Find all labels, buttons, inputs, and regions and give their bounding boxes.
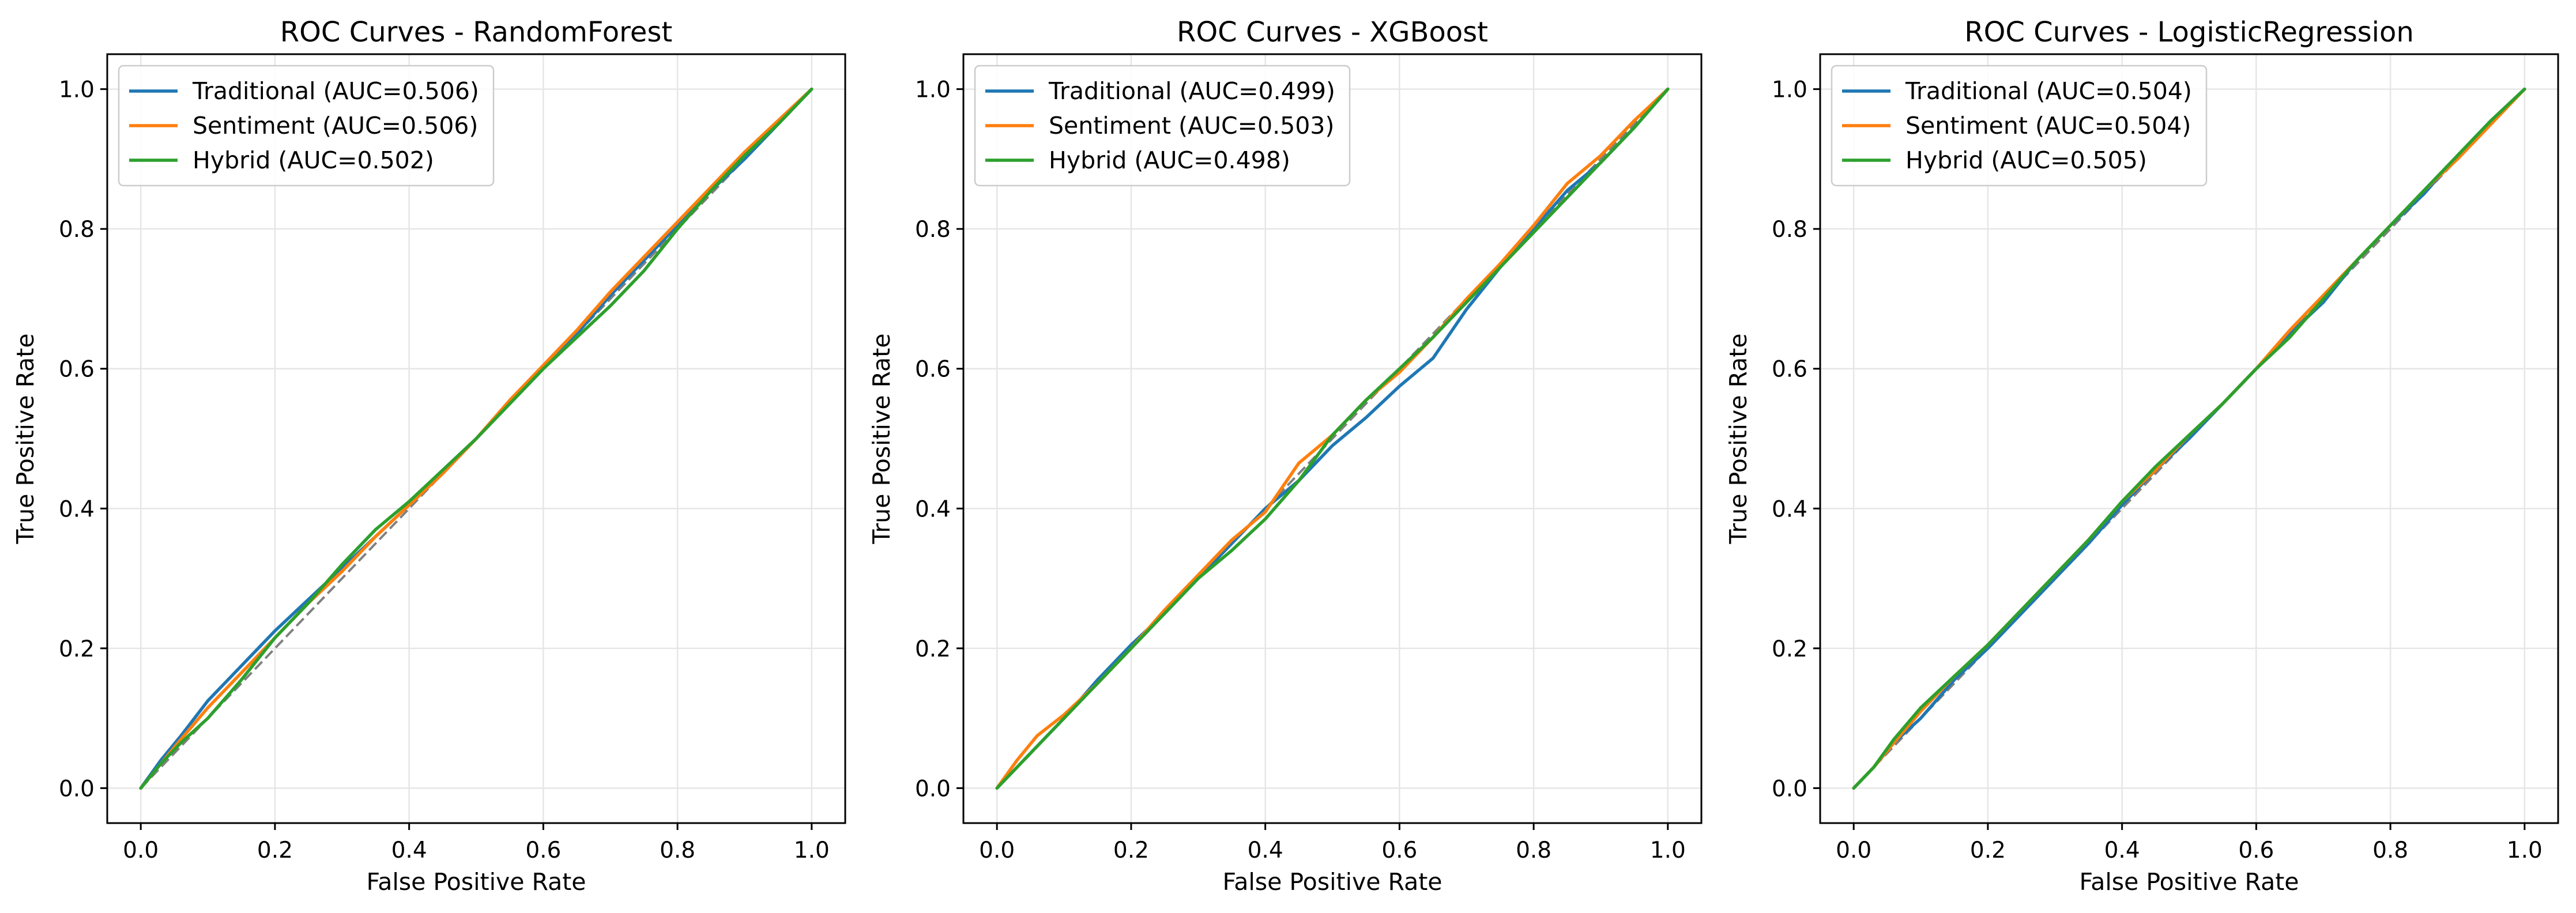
x-tick-label: 0.0 [1836,837,1871,863]
y-tick-label: 1.0 [915,77,951,103]
y-tick-label: 0.0 [915,776,951,802]
x-tick-label: 0.8 [2372,837,2408,863]
y-tick-label: 0.2 [1772,636,1807,662]
axes-frame [1819,53,2559,824]
x-tick-label: 0.2 [1970,837,2006,863]
x-tick-label: 0.2 [257,837,293,863]
legend-entry: Traditional (AUC=0.499) [1048,77,1335,105]
x-tick-label: 0.0 [979,837,1015,863]
x-tick-label: 0.4 [1248,837,1283,863]
series-line-hybrid [1852,87,2526,790]
legend-entry: Traditional (AUC=0.504) [1905,77,2192,105]
chart-title: ROC Curves - RandomForest [280,16,672,48]
y-tick-label: 0.0 [59,776,95,802]
x-axis-label: False Positive Rate [366,868,586,896]
legend: Traditional (AUC=0.499) Sentiment (AUC=0.… [974,65,1351,187]
roc-panel-2: 0.0 0.2 0.4 0.6 0.8 1.0 0.0 0.2 0.4 0.6 0.8 1.0 ROC … [868,16,1703,896]
series-line-hybrid [995,87,1670,790]
y-tick-label: 0.8 [59,217,95,243]
x-axis-label: False Positive Rate [2079,868,2299,896]
y-tick-label: 0.6 [59,357,95,383]
diagonal-reference-line [996,88,1669,789]
series-line-hybrid [139,87,814,790]
legend-entry: Sentiment (AUC=0.504) [1905,112,2191,139]
chart-title: ROC Curves - XGBoost [1177,16,1488,48]
legend-entry: Traditional (AUC=0.506) [192,77,479,105]
legend-box [974,65,1351,187]
roc-panel-1: 0.0 0.2 0.4 0.6 0.8 1.0 0.0 0.2 0.4 0.6 0.8 1.0 ROC … [12,16,846,896]
y-axis-label: True Positive Rate [1724,333,1752,544]
legend: Traditional (AUC=0.504) Sentiment (AUC=0.… [1831,65,2208,187]
y-tick-label: 1.0 [1772,77,1807,103]
x-tick-label: 0.4 [2104,837,2140,863]
legend-entry: Sentiment (AUC=0.503) [1049,112,1334,139]
y-tick-label: 0.8 [915,217,951,243]
x-tick-label: 0.6 [525,837,561,863]
legend-box [118,65,495,187]
y-tick-label: 0.8 [1772,217,1807,243]
x-tick-label: 0.6 [1381,837,1417,863]
x-tick-label: 1.0 [2507,837,2543,863]
x-tick-label: 0.8 [660,837,695,863]
legend-entry: Hybrid (AUC=0.505) [1905,146,2147,174]
x-tick-label: 1.0 [1650,837,1686,863]
x-tick-label: 0.2 [1113,837,1149,863]
legend: Traditional (AUC=0.506) Sentiment (AUC=0.… [118,65,495,187]
x-tick-label: 1.0 [794,837,830,863]
y-tick-label: 0.4 [59,496,95,522]
axes-frame [106,53,846,824]
x-tick-label: 0.0 [123,837,159,863]
legend-entry: Hybrid (AUC=0.502) [193,146,434,174]
legend-entry: Sentiment (AUC=0.506) [193,112,478,139]
y-tick-label: 0.2 [915,636,951,662]
y-axis-label: True Positive Rate [868,333,895,544]
chart-title: ROC Curves - LogisticRegression [1964,16,2414,48]
x-tick-label: 0.6 [2238,837,2274,863]
legend-entry: Hybrid (AUC=0.498) [1049,146,1290,174]
y-tick-label: 0.4 [915,496,951,522]
x-axis-label: False Positive Rate [1222,868,1442,896]
y-tick-label: 0.4 [1772,496,1807,522]
y-tick-label: 1.0 [59,77,95,103]
y-tick-label: 0.2 [59,636,95,662]
y-tick-label: 0.6 [915,357,951,383]
axes-frame [962,53,1703,824]
x-tick-label: 0.8 [1516,837,1551,863]
y-axis-label: True Positive Rate [12,333,39,544]
y-tick-label: 0.0 [1772,776,1807,802]
series-line-traditional [1852,87,2526,790]
legend-box [1831,65,2208,187]
y-tick-label: 0.6 [1772,357,1807,383]
x-tick-label: 0.4 [391,837,427,863]
roc-panel-3: 0.0 0.2 0.4 0.6 0.8 1.0 0.0 0.2 0.4 0.6 0.8 1.0 ROC … [1724,16,2559,896]
